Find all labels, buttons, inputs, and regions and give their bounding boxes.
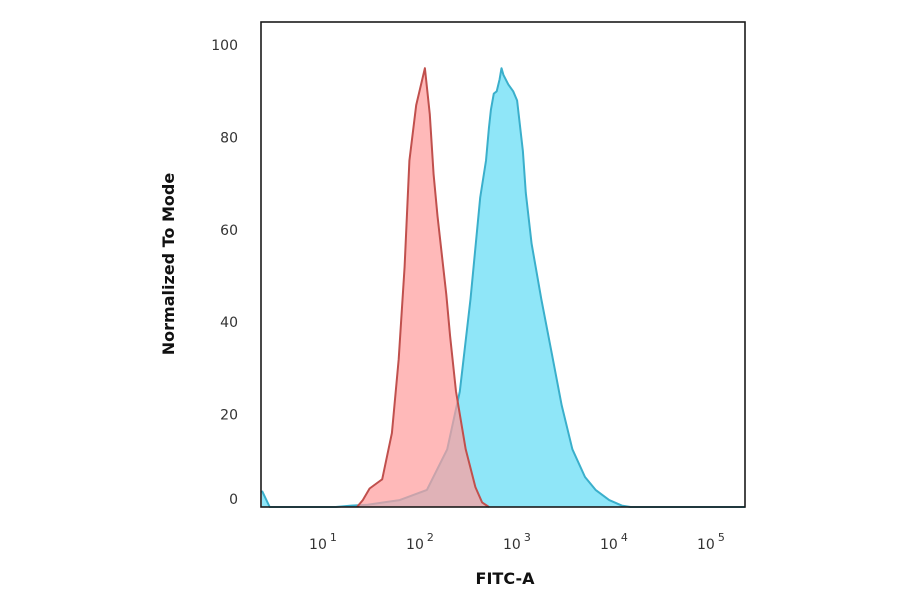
y-tick-label: 100 [211, 38, 238, 54]
y-tick-label: 0 [229, 492, 238, 508]
x-tick-label: 10 3 [503, 531, 531, 553]
y-tick-label: 80 [220, 130, 238, 146]
y-axis-label: Normalized To Mode [159, 173, 178, 356]
control-histogram-line [356, 67, 490, 508]
x-tick-label: 10 4 [600, 531, 628, 553]
x-axis-ticks: 10 1 10 2 10 3 10 4 10 5 [309, 531, 725, 553]
plot-frame [260, 21, 746, 508]
series-layer [261, 67, 745, 508]
x-tick-label: 10 5 [697, 531, 725, 553]
y-tick-label: 20 [220, 408, 238, 424]
y-axis-ticks: 0 20 40 60 80 100 [211, 38, 238, 508]
x-axis-label: FITC-A [476, 569, 536, 588]
x-tick-label: 10 2 [406, 531, 434, 553]
control-histogram-fill [357, 68, 489, 507]
x-tick-label: 10 1 [309, 531, 337, 553]
antibody-histogram-fill [262, 68, 745, 507]
y-tick-label: 60 [220, 223, 238, 239]
y-tick-label: 40 [220, 315, 238, 331]
